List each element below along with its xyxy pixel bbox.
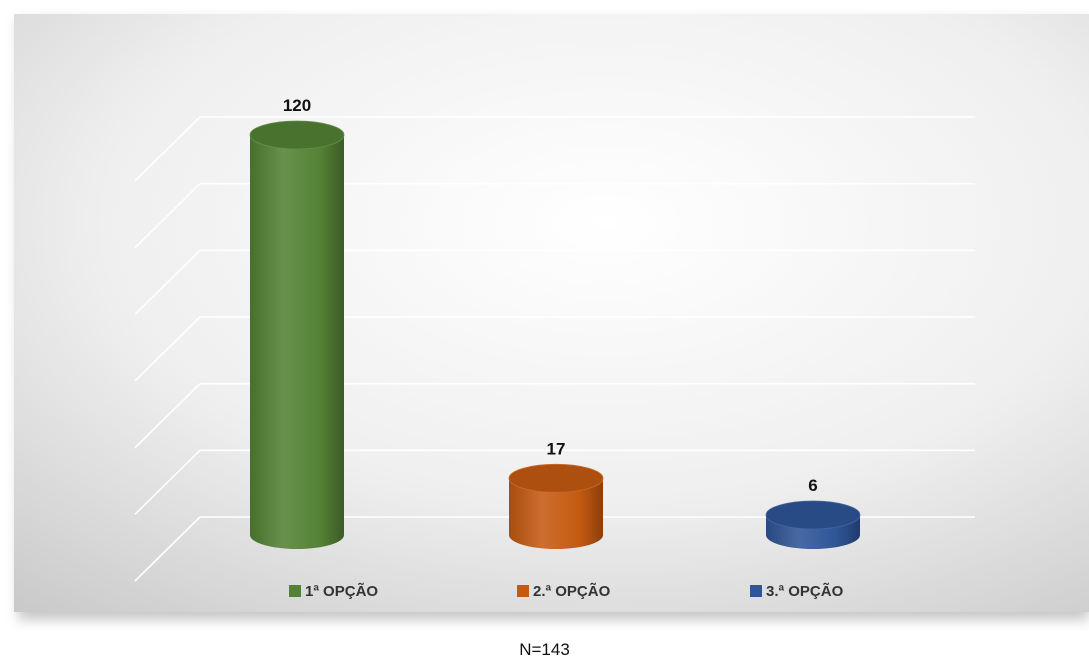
legend-label: 1ª OPÇÃO (305, 582, 378, 600)
legend-label: 3.ª OPÇÃO (766, 582, 844, 600)
gridline-side (134, 383, 201, 449)
chart-area: 120 17 6 1ª OPÇÃO 2.ª OPÇÃO 3.ª OPÇÃO (14, 14, 1089, 620)
legend-item-2: 2.ª OPÇÃO (517, 582, 611, 600)
bar-body (766, 515, 860, 549)
legend-item-3: 3.ª OPÇÃO (750, 582, 844, 600)
data-labels: 120 17 6 (283, 96, 818, 495)
legend-swatch (750, 585, 762, 597)
bar-2 (508, 463, 604, 549)
gridline-side (134, 449, 201, 515)
legend-swatch (289, 585, 301, 597)
legend-item-1: 1ª OPÇÃO (289, 582, 378, 600)
data-label-3: 6 (808, 476, 817, 495)
gridline-side (134, 116, 201, 182)
legend: 1ª OPÇÃO 2.ª OPÇÃO 3.ª OPÇÃO (289, 582, 844, 600)
bar-chart-svg: 120 17 6 1ª OPÇÃO 2.ª OPÇÃO 3.ª OPÇÃO (14, 14, 1089, 620)
bar-top (508, 463, 604, 493)
data-label-2: 17 (547, 439, 566, 458)
bar-top (249, 120, 345, 150)
gridline-side (134, 316, 201, 382)
data-label-1: 120 (283, 96, 311, 115)
legend-swatch (517, 585, 529, 597)
bars (249, 120, 861, 549)
gridline-side (134, 183, 201, 249)
legend-label: 2.ª OPÇÃO (533, 582, 611, 600)
gridline-side (134, 516, 201, 582)
bar-3 (765, 500, 861, 549)
bar-body (509, 478, 603, 549)
bar-top (765, 500, 861, 530)
gridline-side (134, 249, 201, 315)
bar-1 (249, 120, 345, 549)
sample-size-note: N=143 (519, 640, 570, 659)
bar-body (250, 135, 344, 549)
